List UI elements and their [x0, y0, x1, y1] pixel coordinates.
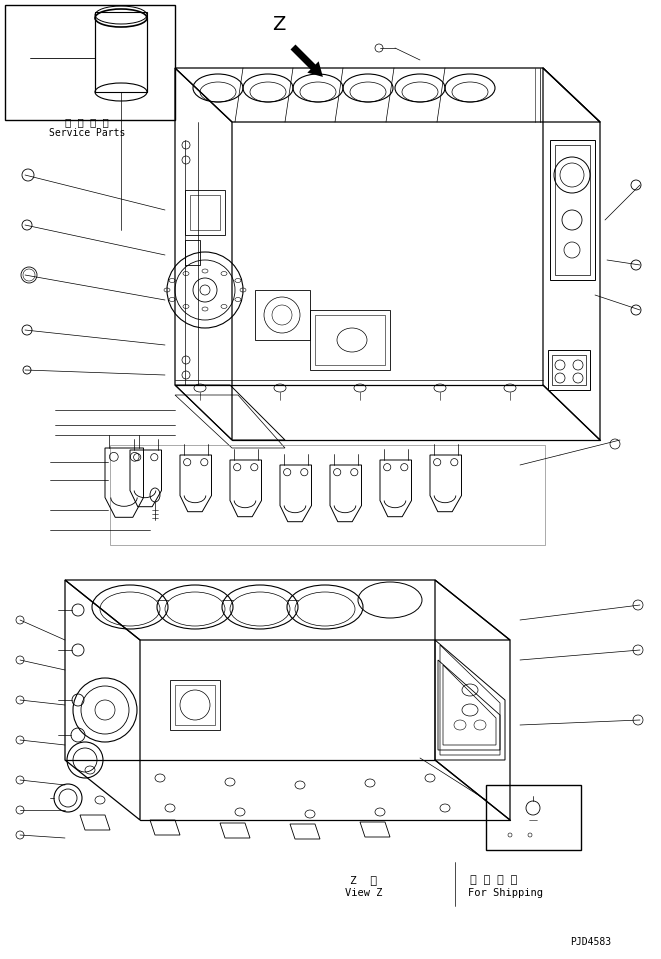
Bar [95, 12, 147, 92]
Text: PJD4583: PJD4583 [570, 937, 611, 947]
Text: Service Parts: Service Parts [49, 128, 125, 138]
Bar [5, 5, 175, 120]
Text: Z: Z [272, 15, 286, 35]
FancyArrow shape [291, 44, 323, 77]
Bar [486, 785, 581, 850]
Text: For Shipping: For Shipping [468, 888, 543, 898]
Text: View Z: View Z [345, 888, 383, 898]
Text: 捕 給 専 用: 捕 給 専 用 [65, 117, 109, 127]
Text: 運 携 部 品: 運 携 部 品 [470, 875, 518, 885]
Text: Z  視: Z 視 [350, 875, 377, 885]
